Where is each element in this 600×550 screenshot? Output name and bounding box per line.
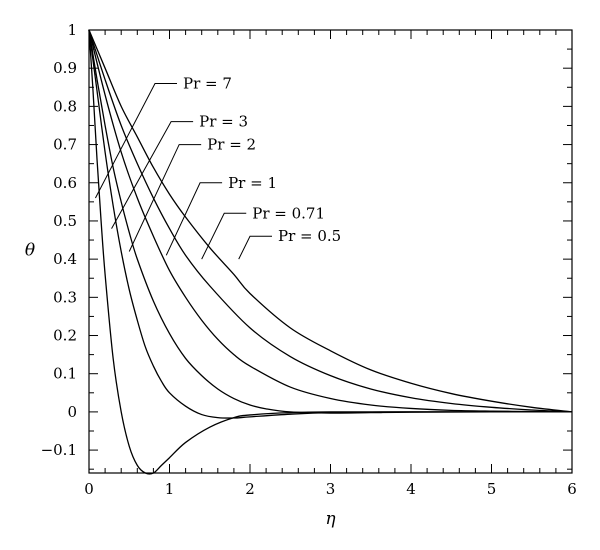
- series-line-pr-2: [88, 29, 573, 414]
- y-tick-label: 0.8: [53, 97, 77, 115]
- annotation-label-pr-1: Pr = 1: [228, 174, 277, 192]
- annotation-leader-pr-0-5: [238, 235, 272, 260]
- annotation-leader-pr-2: [128, 144, 202, 252]
- y-tick-label: 0.1: [53, 365, 77, 383]
- annotation-labels: Pr = 7 Pr = 3 Pr = 2 Pr = 1 Pr = 0.71 Pr = 0.…: [183, 74, 341, 245]
- x-axis-title: η: [325, 509, 336, 529]
- curves-layer: [88, 29, 573, 475]
- y-tick-label: 0.5: [53, 212, 77, 230]
- y-tick-label: −0.1: [41, 441, 77, 459]
- series-line-pr-1: [88, 29, 573, 413]
- annotation-label-pr-3: Pr = 3: [199, 113, 248, 131]
- annotation-leader-pr-0-71: [201, 212, 247, 260]
- annotation-leader-pr-1: [165, 182, 223, 256]
- plot-frame: [88, 29, 573, 474]
- annotation-leader-pr-7: [94, 82, 178, 199]
- x-tick-label: 6: [567, 480, 577, 498]
- y-axis-title: θ: [25, 240, 35, 260]
- series-line-pr-7: [88, 29, 572, 475]
- y-tick-label: 0.3: [53, 288, 77, 306]
- annotation-leaders-layer: [94, 82, 272, 260]
- annotation-leader-pr-3: [111, 121, 194, 229]
- series-line-pr-0-5: [88, 29, 573, 413]
- y-tick-label: 0.4: [53, 250, 77, 268]
- x-tick-label: 4: [406, 480, 416, 498]
- x-tick-labels: 0 1 2 3 4 5 6: [84, 480, 577, 498]
- y-tick-labels: −0.1 0 0.1 0.2 0.3 0.4 0.5 0.6 0.7 0.8 0.9 1: [41, 21, 77, 459]
- annotation-label-pr-0-5: Pr = 0.5: [278, 227, 341, 245]
- x-ticks-layer: [88, 30, 573, 473]
- y-tick-label: 0.9: [53, 59, 77, 77]
- y-tick-label: 0.2: [53, 327, 77, 345]
- x-tick-label: 0: [84, 480, 94, 498]
- series-line-pr-0-71: [88, 29, 573, 413]
- y-tick-label: 1: [67, 21, 77, 39]
- y-tick-label: 0: [67, 403, 77, 421]
- annotation-label-pr-7: Pr = 7: [183, 74, 232, 92]
- x-tick-label: 1: [165, 480, 175, 498]
- x-tick-label: 3: [326, 480, 336, 498]
- annotation-label-pr-0-71: Pr = 0.71: [252, 204, 325, 222]
- y-ticks-layer: [89, 29, 572, 470]
- x-tick-label: 5: [487, 480, 497, 498]
- y-tick-label: 0.6: [53, 174, 77, 192]
- annotation-label-pr-2: Pr = 2: [207, 136, 256, 154]
- series-line-pr-3: [88, 29, 572, 419]
- y-tick-label: 0.7: [53, 136, 77, 154]
- x-tick-label: 2: [245, 480, 255, 498]
